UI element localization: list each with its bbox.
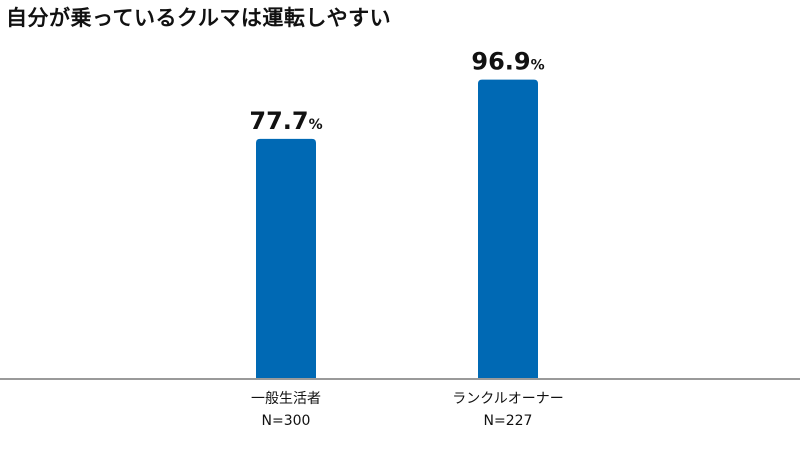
- data-label-1: 77.7%: [249, 107, 322, 135]
- category-label-1: 一般生活者: [251, 391, 321, 407]
- bar-2: [478, 79, 538, 379]
- sample-size-label-1: N=300: [262, 413, 311, 429]
- sample-size-label-2: N=227: [484, 413, 533, 429]
- chart-title: 自分が乗っているクルマは運転しやすい: [6, 6, 392, 30]
- bar-1: [256, 138, 316, 379]
- data-label-2: 96.9%: [471, 48, 544, 76]
- category-label-2: ランクルオーナー: [452, 391, 564, 407]
